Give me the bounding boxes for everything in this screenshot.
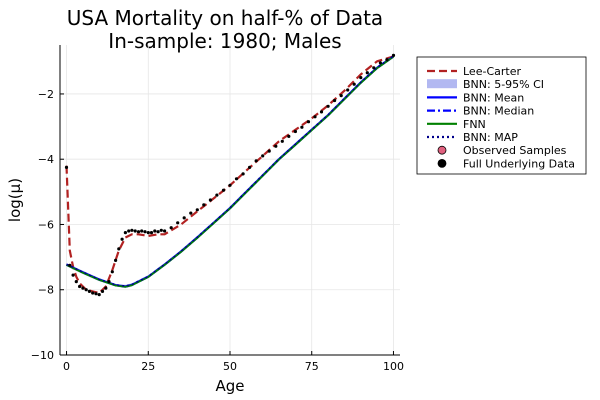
x-tick-label: 50 (223, 360, 237, 373)
data-point-full-underlying-data (110, 270, 114, 274)
legend-observed-samples-label: Observed Samples (463, 144, 567, 157)
data-point-full-underlying-data (228, 183, 232, 187)
data-point-full-underlying-data (385, 58, 389, 62)
data-point-full-underlying-data (202, 203, 206, 207)
data-point-full-underlying-data (87, 289, 91, 293)
data-point-full-underlying-data (254, 159, 258, 163)
data-point-full-underlying-data (163, 229, 167, 233)
data-point-full-underlying-data (100, 289, 105, 293)
data-point-full-underlying-data (68, 263, 72, 267)
data-point-full-underlying-data (107, 280, 111, 284)
y-axis-label: log(μ) (6, 178, 24, 222)
data-point-full-underlying-data (94, 292, 98, 296)
data-point-full-underlying-data (306, 120, 311, 124)
legend-bnn-map-label: BNN: MAP (463, 131, 518, 144)
chart-subtitle: In-sample: 1980; Males (108, 29, 341, 53)
x-axis-ticks: 0 25 50 75 100 (63, 351, 404, 373)
data-point-full-underlying-data (195, 208, 199, 212)
data-point-full-underlying-data (97, 293, 101, 297)
data-point-full-underlying-data (64, 165, 69, 169)
data-point-full-underlying-data (189, 211, 193, 215)
data-point-full-underlying-data (339, 94, 343, 98)
data-point-full-underlying-data (248, 165, 252, 169)
data-point-full-underlying-data (176, 221, 180, 225)
y-tick-label: −4 (38, 153, 54, 166)
data-point-full-underlying-data (182, 216, 186, 220)
x-tick-label: 25 (141, 360, 155, 373)
data-point-full-underlying-data (71, 273, 75, 277)
data-point-full-underlying-data (84, 288, 88, 292)
data-point-full-underlying-data (274, 144, 278, 148)
data-point-full-underlying-data (81, 286, 85, 290)
data-point-full-underlying-data (117, 247, 121, 251)
data-point-full-underlying-data (149, 231, 154, 235)
data-point-full-underlying-data (143, 230, 147, 234)
data-point-full-underlying-data (313, 115, 317, 119)
data-point-full-underlying-data (127, 229, 131, 233)
data-point-full-underlying-data (104, 286, 108, 290)
y-tick-label: −6 (38, 218, 54, 231)
data-point-full-underlying-data (130, 228, 134, 232)
data-point-full-underlying-data (352, 82, 356, 86)
series-bnn-map (66, 55, 394, 287)
legend-lee-carter-label: Lee-Carter (463, 65, 521, 78)
data-point-full-underlying-data (208, 198, 212, 202)
data-point-full-underlying-data (359, 76, 363, 80)
data-point-full-underlying-data (293, 129, 297, 134)
legend-observed-samples-swatch (437, 145, 447, 155)
y-axis-ticks: −10 −8 −6 −4 −2 (31, 88, 64, 362)
data-point-full-underlying-data (78, 284, 82, 289)
data-points-layer (64, 53, 396, 297)
data-point-full-underlying-data (287, 134, 291, 138)
data-point-full-underlying-data (346, 88, 350, 92)
data-point-full-underlying-data (133, 229, 137, 233)
data-point-full-underlying-data (333, 98, 337, 103)
data-point-full-underlying-data (280, 139, 284, 143)
data-point-full-underlying-data (153, 229, 157, 233)
legend-bnn-5-95-ci-label: BNN: 5-95% CI (463, 78, 544, 91)
data-point-full-underlying-data (319, 110, 324, 114)
y-tick-label: −2 (38, 88, 54, 101)
x-tick-label: 100 (383, 360, 404, 373)
data-point-full-underlying-data (300, 125, 304, 129)
legend-bnn-5-95-ci-swatch (427, 79, 457, 89)
data-point-full-underlying-data (241, 172, 245, 176)
legend-fnn-label: FNN (463, 118, 486, 131)
data-point-full-underlying-data (391, 53, 396, 58)
data-point-full-underlying-data (74, 280, 78, 284)
data-point-full-underlying-data (215, 193, 219, 197)
data-point-full-underlying-data (156, 230, 160, 234)
data-point-full-underlying-data (221, 188, 226, 192)
data-point-full-underlying-data (261, 154, 265, 158)
data-point-full-underlying-data (140, 229, 144, 233)
data-point-full-underlying-data (267, 149, 271, 153)
legend-full-underlying-data-swatch (437, 158, 447, 168)
y-tick-label: −8 (38, 284, 54, 297)
data-point-full-underlying-data (326, 104, 330, 108)
data-point-full-underlying-data (114, 258, 118, 262)
data-point-full-underlying-data (91, 291, 95, 295)
data-point-full-underlying-data (123, 231, 127, 235)
legend-bnn-mean-label: BNN: Mean (463, 91, 524, 104)
x-tick-label: 75 (305, 360, 319, 373)
x-axis-label: Age (215, 377, 244, 395)
data-point-full-underlying-data (159, 228, 163, 232)
x-tick-label: 0 (63, 360, 70, 373)
y-tick-label: −10 (31, 349, 54, 362)
data-point-full-underlying-data (372, 66, 376, 70)
data-point-full-underlying-data (120, 237, 124, 241)
data-point-full-underlying-data (169, 226, 173, 230)
data-point-full-underlying-data (365, 71, 369, 75)
legend-full-underlying-data-label: Full Underlying Data (463, 157, 575, 170)
data-point-full-underlying-data (146, 231, 150, 235)
data-point-full-underlying-data (136, 230, 141, 234)
legend-box (416, 56, 587, 175)
data-point-full-underlying-data (378, 61, 382, 65)
legend-bnn-median-label: BNN: Median (463, 105, 534, 118)
chart-title: USA Mortality on half-% of Data (67, 6, 383, 30)
data-point-full-underlying-data (234, 177, 239, 181)
